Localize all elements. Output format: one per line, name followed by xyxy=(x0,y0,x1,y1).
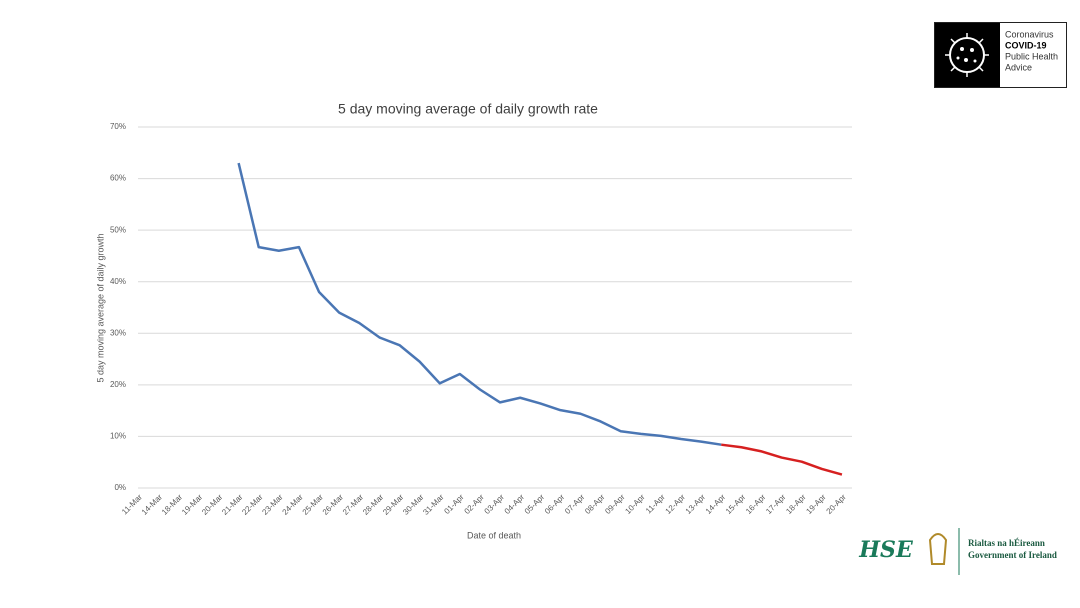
y-tick-label: 0% xyxy=(114,483,126,492)
x-tick-label: 31-Mar xyxy=(421,492,446,517)
x-tick-label: 20-Apr xyxy=(825,492,849,516)
x-tick-label: 04-Apr xyxy=(503,492,527,516)
x-tick-label: 30-Mar xyxy=(401,492,426,517)
x-tick-label: 18-Mar xyxy=(160,492,185,517)
hse-logo: HSE xyxy=(858,537,914,563)
x-axis-label: Date of death xyxy=(467,530,521,540)
footer-logos: HSE Rialtas na hÉireann Government of Ir… xyxy=(858,528,1057,575)
series-line xyxy=(237,162,722,446)
y-axis-label: 5 day moving average of daily growth xyxy=(95,233,105,382)
y-tick-label: 10% xyxy=(110,432,126,441)
x-tick-label: 29-Mar xyxy=(381,492,406,517)
x-tick-label: 23-Mar xyxy=(260,492,285,517)
series-line xyxy=(721,443,843,476)
y-tick-label: 30% xyxy=(110,328,126,337)
x-tick-label: 22-Mar xyxy=(240,492,265,517)
y-tick-label: 40% xyxy=(110,277,126,286)
x-tick-label: 17-Apr xyxy=(764,492,788,516)
x-tick-label: 16-Apr xyxy=(744,492,768,516)
x-tick-label: 13-Apr xyxy=(684,492,708,516)
x-tick-label: 28-Mar xyxy=(361,492,386,517)
badge-text: Coronavirus xyxy=(1005,29,1054,39)
chart-title: 5 day moving average of daily growth rat… xyxy=(338,101,598,117)
x-tick-label: 12-Apr xyxy=(664,492,688,516)
x-tick-label: 19-Mar xyxy=(180,492,205,517)
covid-badge: Coronavirus COVID-19 Public Health Advic… xyxy=(934,22,1067,88)
y-tick-label: 70% xyxy=(110,122,126,131)
x-tick-label: 06-Apr xyxy=(543,492,567,516)
x-tick-label: 07-Apr xyxy=(563,492,587,516)
x-tick-label: 14-Apr xyxy=(704,492,728,516)
y-tick-label: 20% xyxy=(110,380,126,389)
virus-spikes xyxy=(945,33,989,77)
x-tick-label: 15-Apr xyxy=(724,492,748,516)
badge-text: Public Health xyxy=(1005,51,1058,61)
x-tick-label: 01-Apr xyxy=(442,492,466,516)
x-tick-label: 20-Mar xyxy=(200,492,225,517)
x-tick-label: 03-Apr xyxy=(483,492,507,516)
x-tick-label: 25-Mar xyxy=(301,492,326,517)
y-tick-label: 50% xyxy=(110,225,126,234)
x-tick-label: 08-Apr xyxy=(583,492,607,516)
x-tick-label: 21-Mar xyxy=(220,492,245,517)
x-tick-label: 11-Mar xyxy=(120,492,144,516)
x-tick-label: 18-Apr xyxy=(784,492,808,516)
x-tick-label: 19-Apr xyxy=(804,492,828,516)
badge-icon-bg xyxy=(935,23,1000,87)
y-tick-label: 60% xyxy=(110,174,126,183)
x-tick-label: 24-Mar xyxy=(281,492,306,517)
x-tick-label: 05-Apr xyxy=(523,492,547,516)
government-text: Rialtas na hÉireann xyxy=(968,538,1045,548)
virus-dots xyxy=(956,47,977,63)
x-tick-label: 02-Apr xyxy=(463,492,487,516)
x-tick-label: 10-Apr xyxy=(623,492,647,516)
x-tick-label: 27-Mar xyxy=(341,492,366,517)
x-tick-label: 09-Apr xyxy=(603,492,627,516)
x-tick-label: 11-Apr xyxy=(644,492,667,515)
harp-icon xyxy=(928,533,948,565)
badge-text: COVID-19 xyxy=(1005,40,1047,50)
x-tick-label: 26-Mar xyxy=(321,492,346,517)
x-tick-label: 14-Mar xyxy=(140,492,165,517)
badge-text: Advice xyxy=(1005,62,1032,72)
government-text: Government of Ireland xyxy=(968,550,1057,560)
